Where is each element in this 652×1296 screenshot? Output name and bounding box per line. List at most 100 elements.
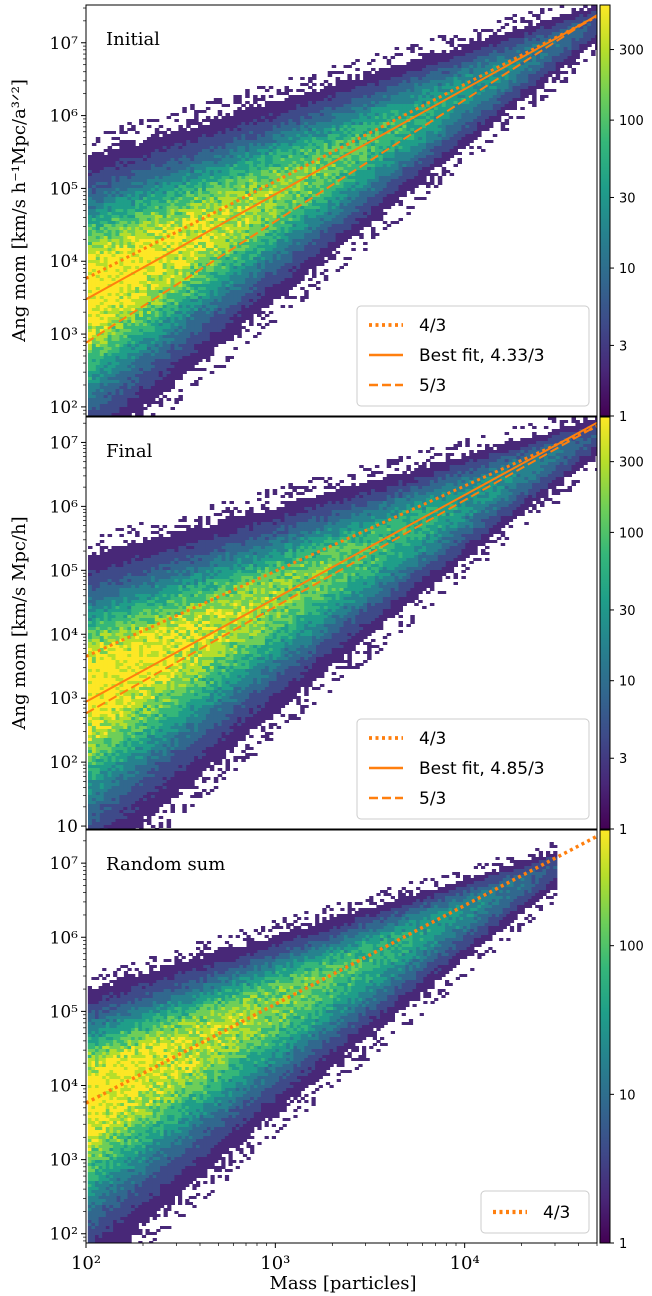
- density-bin: [213, 170, 219, 173]
- density-bin: [139, 221, 144, 224]
- density-bin: [280, 257, 286, 260]
- density-bin: [115, 395, 120, 398]
- density-bin: [268, 149, 274, 152]
- density-bin: [233, 287, 238, 290]
- density-bin: [245, 278, 250, 281]
- density-bin: [143, 263, 148, 266]
- density-bin: [205, 278, 211, 281]
- density-bin: [103, 233, 109, 236]
- density-bin: [143, 260, 148, 263]
- density-bin: [166, 281, 172, 284]
- density-bin: [182, 308, 187, 311]
- density-bin: [107, 368, 113, 371]
- density-bin: [205, 320, 211, 323]
- density-bin: [119, 386, 124, 389]
- density-bin: [205, 239, 211, 242]
- density-bin: [323, 245, 329, 248]
- density-bin: [268, 248, 274, 251]
- density-bin: [119, 410, 124, 413]
- density-bin: [272, 128, 278, 131]
- density-bin: [284, 257, 289, 260]
- density-bin: [88, 215, 93, 218]
- density-bin: [127, 302, 132, 305]
- density-bin: [264, 203, 270, 206]
- density-bin: [91, 311, 97, 314]
- density-bin: [139, 248, 144, 251]
- density-bin: [276, 224, 282, 227]
- density-bin: [135, 371, 140, 374]
- density-bin: [111, 380, 116, 383]
- density-bin: [166, 143, 172, 146]
- density-bin: [99, 245, 105, 248]
- density-bin: [166, 368, 172, 371]
- density-bin: [166, 212, 172, 215]
- density-bin: [264, 302, 270, 305]
- density-bin: [198, 260, 203, 263]
- density-bin: [166, 329, 172, 332]
- density-bin: [123, 290, 128, 293]
- density-bin: [115, 347, 120, 350]
- density-bin: [249, 191, 254, 194]
- density-bin: [135, 296, 140, 299]
- density-bin: [107, 248, 113, 251]
- density-bin: [272, 101, 278, 104]
- density-bin: [174, 137, 179, 140]
- density-bin: [99, 263, 105, 266]
- density-bin: [139, 251, 144, 254]
- density-bin: [296, 98, 301, 101]
- density-bin: [170, 158, 175, 161]
- density-bin: [272, 227, 278, 230]
- density-bin: [249, 182, 254, 185]
- density-bin: [166, 182, 172, 185]
- density-bin: [91, 407, 97, 410]
- density-bin: [233, 236, 238, 239]
- density-bin: [264, 275, 270, 278]
- density-bin: [143, 341, 148, 344]
- density-bin: [150, 137, 156, 140]
- density-bin: [146, 326, 152, 329]
- density-bin: [115, 317, 120, 320]
- density-bin: [91, 200, 97, 203]
- density-bin: [178, 239, 183, 242]
- density-bin: [221, 293, 227, 296]
- density-bin: [257, 218, 262, 221]
- density-bin: [146, 383, 152, 386]
- density-bin: [225, 293, 230, 296]
- density-bin: [237, 194, 242, 197]
- density-bin: [312, 134, 317, 137]
- density-bin: [182, 314, 187, 317]
- density-bin: [111, 278, 116, 281]
- density-bin: [115, 197, 120, 200]
- density-bin: [115, 323, 120, 326]
- density-bin: [249, 224, 254, 227]
- density-bin: [99, 320, 105, 323]
- density-bin: [276, 290, 282, 293]
- density-bin: [139, 314, 144, 317]
- density-bin: [103, 350, 109, 353]
- density-bin: [304, 197, 309, 200]
- density-bin: [143, 242, 148, 245]
- density-bin: [316, 119, 321, 122]
- density-bin: [162, 266, 168, 269]
- density-bin: [237, 101, 242, 104]
- density-bin: [316, 143, 321, 146]
- density-bin: [331, 137, 337, 140]
- density-bin: [225, 263, 230, 266]
- density-bin: [284, 137, 289, 140]
- density-bin: [241, 299, 246, 302]
- density-bin: [257, 302, 262, 305]
- density-bin: [111, 191, 116, 194]
- density-bin: [194, 242, 199, 245]
- density-bin: [209, 212, 215, 215]
- density-bin: [205, 149, 211, 152]
- density-bin: [166, 266, 172, 269]
- density-bin: [123, 395, 128, 398]
- density-bin: [260, 158, 266, 161]
- density-bin: [198, 305, 203, 308]
- density-bin: [253, 305, 258, 308]
- density-bin: [111, 347, 116, 350]
- density-bin: [229, 146, 234, 149]
- density-bin: [88, 245, 93, 248]
- density-bin: [166, 260, 172, 263]
- density-bin: [237, 113, 242, 116]
